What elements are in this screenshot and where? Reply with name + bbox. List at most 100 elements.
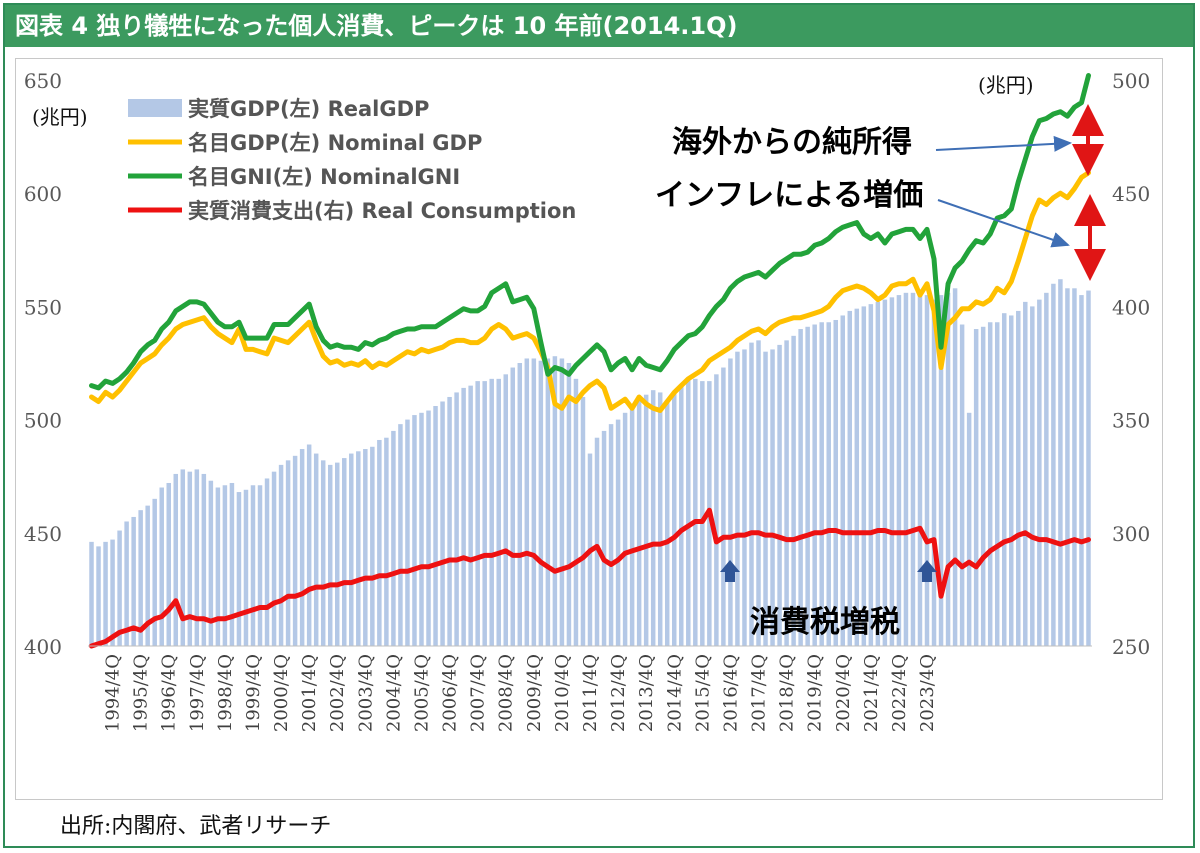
bar-real-gdp [833,319,838,646]
bar-real-gdp [629,403,635,646]
bar-real-gdp [229,482,235,646]
x-tick-label: 2005/4Q [412,654,433,732]
bar-real-gdp [545,358,551,646]
bar-real-gdp [349,453,354,646]
legend: 実質GDP(左) RealGDP 名目GDP(左) Nominal GDP 名目GN… [128,97,576,223]
bar-real-gdp [475,381,480,646]
bar-real-gdp [566,363,572,646]
bar-real-gdp [440,401,445,646]
bar-real-gdp [236,492,242,646]
bar-real-gdp [657,392,663,646]
bar-real-gdp [896,295,902,646]
bar-real-gdp [1023,301,1028,646]
x-tick-label: 2010/4Q [552,654,573,732]
bar-real-gdp [805,326,810,646]
bar-real-gdp [889,297,895,646]
bar-real-gdp [159,487,164,646]
bar-real-gdp [664,401,670,646]
bar-real-gdp [868,304,874,646]
bar-real-gdp [854,308,860,646]
bar-real-gdp [363,449,368,646]
bar-real-gdp [636,396,642,646]
x-tick-label: 2011/4Q [580,654,601,732]
y-right-tick-label: 500 [1112,69,1150,93]
legend-label: 名目GNI(左) NominalGNI [188,165,460,189]
bar-real-gdp [117,530,122,646]
bar-real-gdp [756,340,761,646]
bar-real-gdp [124,521,129,646]
bars-layer [89,279,1091,646]
line-nominal-gni [89,73,1091,391]
bar-real-gdp [945,292,951,646]
bar-real-gdp [306,444,312,646]
bar-real-gdp [973,329,979,646]
bar-real-gdp [910,292,916,646]
bar-real-gdp [201,473,207,646]
bar-real-gdp [686,378,691,646]
bar-real-gdp [650,390,656,646]
bar-real-gdp [510,367,516,646]
bar-real-gdp [812,324,817,646]
bar-real-gdp [524,358,530,646]
y-right-tick-label: 300 [1112,522,1150,546]
bar-real-gdp [552,356,558,646]
bar-real-gdp [180,469,186,646]
y-left-tick-label: 600 [24,182,62,206]
x-tick-label: 2008/4Q [496,654,517,732]
x-tick-label: 2007/4Q [468,654,489,732]
bar-real-gdp [1044,292,1049,646]
x-tick-label: 2000/4Q [271,654,292,732]
bar-real-gdp [728,358,733,646]
bar-real-gdp [356,451,361,646]
bar-real-gdp [1030,306,1035,646]
y-right-tick-label: 250 [1112,635,1150,659]
bar-real-gdp [335,462,340,646]
bar-real-gdp [152,498,157,646]
bar-real-gdp [615,419,621,646]
bar-real-gdp [482,381,487,646]
x-tick-label: 2023/4Q [917,654,938,732]
x-tick-label: 1994/4Q [103,654,124,732]
axes-layer: 650 600 550 500 450 400 500 450 400 350 300 250 (兆円)… [24,69,1150,732]
bar-real-gdp [173,473,179,646]
x-tick-label: 2003/4Q [355,654,376,732]
bar-real-gdp [194,469,200,646]
bar-real-gdp [145,505,150,646]
x-tick-label: 2004/4Q [383,654,404,732]
x-tick-label: 2014/4Q [664,654,685,732]
bar-real-gdp [517,363,523,646]
bar-real-gdp [952,288,958,646]
y-left-tick-label: 500 [24,409,62,433]
bar-real-gdp [1065,288,1070,646]
x-tick-label: 2013/4Q [636,654,657,732]
bar-real-gdp [398,424,403,646]
bar-real-gdp [594,437,600,646]
line-real-consumption [89,507,1091,649]
bar-real-gdp [412,415,417,646]
bar-real-gdp [1072,288,1077,646]
bar-real-gdp [700,381,705,646]
x-tick-label: 2015/4Q [692,654,713,732]
y-left-tick-label: 450 [24,522,62,546]
bar-real-gdp [903,292,909,646]
bar-real-gdp [138,510,143,646]
bar-real-gdp [826,322,831,646]
y-left-unit: (兆円) [32,105,88,129]
bar-real-gdp [320,460,326,646]
bar-real-gdp [735,351,740,646]
bar-real-gdp [215,487,221,646]
bar-real-gdp [1079,295,1084,646]
bar-real-gdp [672,392,677,646]
bar-real-gdp [503,374,508,646]
plot-area-border [15,58,1163,800]
bar-real-gdp [377,439,382,646]
bar-real-gdp [931,299,937,646]
bar-real-gdp [1058,279,1063,646]
bar-real-gdp [243,489,249,646]
bar-real-gdp [426,410,431,646]
bar-real-gdp [861,306,867,646]
bar-real-gdp [447,396,452,646]
x-tick-label: 1998/4Q [215,654,236,732]
